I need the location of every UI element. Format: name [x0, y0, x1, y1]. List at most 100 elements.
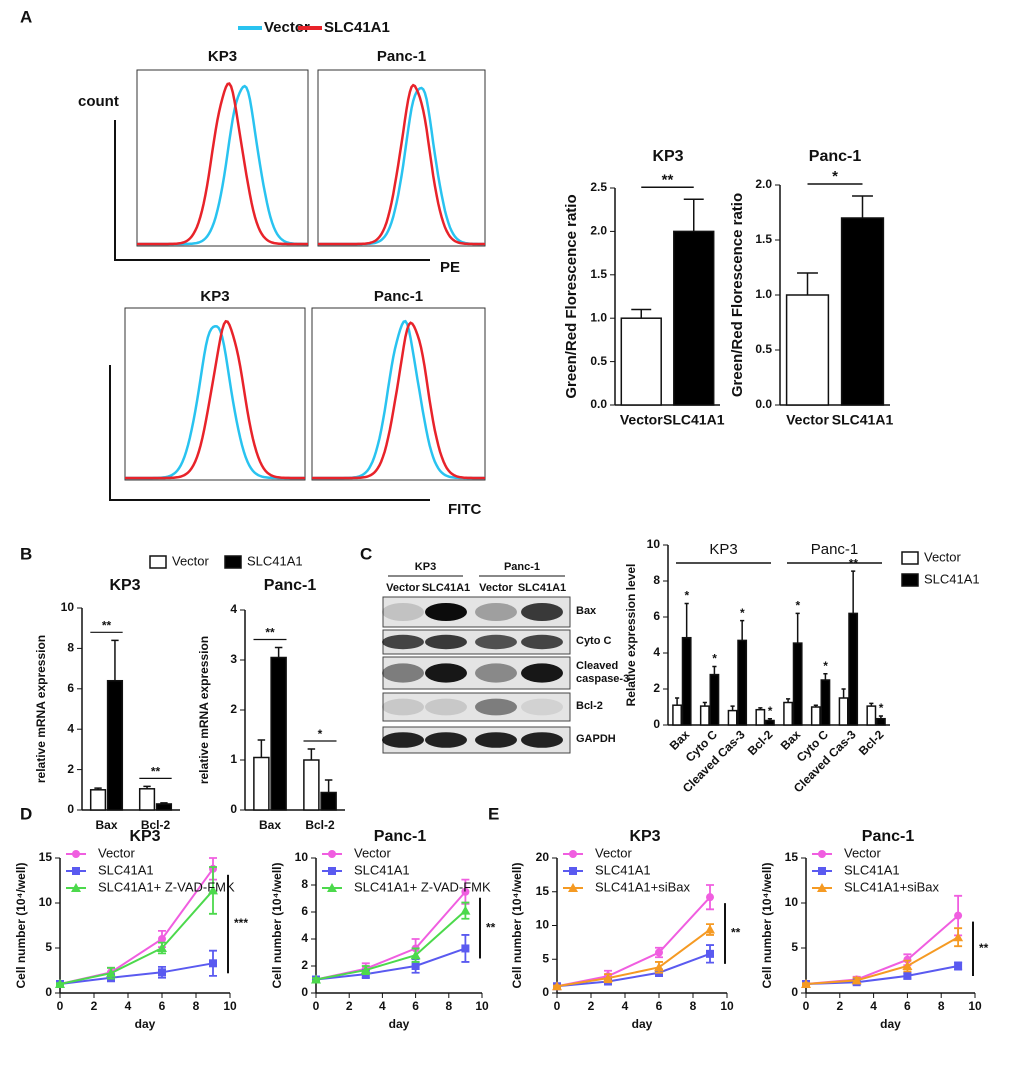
legend-label: Vector — [595, 845, 633, 860]
y-tick-label: 4 — [67, 721, 74, 735]
panel-letter: E — [488, 804, 499, 823]
y-axis-label: Green/Red Florescence ratio — [729, 193, 746, 397]
blot-row-label: GAPDH — [576, 733, 616, 745]
error-bar — [851, 570, 856, 614]
y-tick-label: 0 — [791, 985, 798, 999]
error-bar — [795, 612, 800, 644]
y-axis-label: Cell number (10⁴/well) — [510, 863, 524, 989]
y-tick-label: 2 — [230, 702, 237, 716]
x-tick-label: 10 — [475, 999, 489, 1013]
blot-band — [521, 603, 563, 621]
point — [209, 959, 217, 968]
plot-frame — [317, 69, 486, 247]
bar — [699, 705, 710, 726]
error-bar — [631, 308, 652, 319]
legend-label: SLC41A1 — [595, 862, 651, 877]
legend-label: SLC41A1 — [98, 862, 154, 877]
series-line — [59, 889, 214, 985]
bar — [709, 673, 720, 726]
significance-label: * — [832, 168, 838, 185]
legend-label: SLC41A1 — [247, 553, 303, 568]
significance-label: * — [685, 589, 690, 603]
y-tick-label: 6 — [301, 904, 308, 918]
point — [801, 979, 811, 988]
bar — [737, 639, 748, 726]
point — [71, 883, 81, 892]
blot-band — [475, 698, 517, 716]
error-bar — [160, 802, 168, 804]
blot-band — [425, 634, 467, 650]
panel-letter: D — [20, 804, 32, 823]
x-tick-label: 4 — [379, 999, 386, 1013]
point — [654, 962, 664, 972]
legend-label: Vector — [924, 549, 962, 564]
legend-label: Vector — [98, 845, 136, 860]
y-tick-label: 0.5 — [755, 342, 772, 356]
x-tick-label: SLC41A1 — [663, 412, 725, 428]
significance-label: ** — [265, 626, 275, 640]
x-tick-label: 2 — [836, 999, 843, 1013]
bar — [303, 759, 320, 811]
point — [327, 883, 337, 892]
point — [954, 962, 963, 970]
series-line — [315, 947, 466, 981]
y-axis-label: relative mRNA expression — [34, 635, 48, 783]
y-tick-label: 0 — [230, 802, 237, 816]
point — [158, 935, 166, 943]
chart-title: Panc-1 — [809, 148, 862, 165]
error-bar — [712, 665, 717, 675]
y-tick-label: 1.0 — [590, 310, 607, 324]
axis-line — [109, 365, 430, 501]
y-tick-label: 5 — [791, 940, 798, 954]
chart-title: Panc-1 — [374, 828, 427, 845]
x-tick-label: Bcl-2 — [745, 727, 776, 758]
blot-band — [382, 698, 424, 716]
point — [55, 979, 65, 988]
y-tick-label: 0.0 — [590, 397, 607, 411]
significance-label: * — [823, 659, 828, 673]
error-bar — [758, 707, 763, 710]
legend-swatch — [149, 555, 167, 569]
point — [818, 850, 826, 858]
point — [360, 965, 371, 975]
group-label: KP3 — [709, 541, 737, 558]
blot-band — [475, 603, 517, 621]
point — [953, 932, 964, 942]
error-bar — [94, 787, 102, 790]
y-tick-label: 2.0 — [590, 224, 607, 238]
blot-row-label: Cleaved caspase-3 — [576, 660, 630, 685]
x-tick-label: 0 — [313, 999, 320, 1013]
histogram-curve — [318, 86, 485, 246]
panel-letter: B — [20, 544, 32, 563]
histogram-curve — [137, 84, 308, 246]
blot-band — [425, 603, 467, 621]
y-tick-label: 0 — [542, 985, 549, 999]
bar — [785, 294, 830, 406]
y-tick-label: 8 — [67, 641, 74, 655]
point — [902, 961, 913, 970]
blot-row-label: Cyto C — [576, 635, 612, 647]
bar — [253, 756, 270, 811]
y-tick-label: 1.5 — [755, 232, 772, 246]
y-axis-label: Green/Red Florescence ratio — [563, 194, 580, 398]
x-axis-label: day — [389, 1017, 410, 1031]
y-tick-label: 6 — [653, 609, 660, 623]
significance-label: * — [712, 652, 717, 666]
bar — [155, 803, 173, 811]
y-tick-label: 1.0 — [755, 287, 772, 301]
chart-title: KP3 — [629, 828, 660, 845]
y-axis-label: count — [78, 93, 119, 110]
x-tick-label: 4 — [125, 999, 132, 1013]
x-tick-label: 4 — [622, 999, 629, 1013]
legend-label: SLC41A1 — [324, 19, 390, 36]
plot-frame — [136, 69, 309, 247]
point — [461, 887, 470, 896]
point — [568, 883, 578, 892]
bar — [681, 636, 692, 726]
significance-label: * — [740, 606, 745, 620]
point — [569, 867, 577, 875]
lane-label: Vector — [386, 582, 420, 594]
point — [903, 971, 912, 980]
blot-band — [521, 663, 563, 683]
x-tick-label: Bcl-2 — [305, 818, 335, 832]
